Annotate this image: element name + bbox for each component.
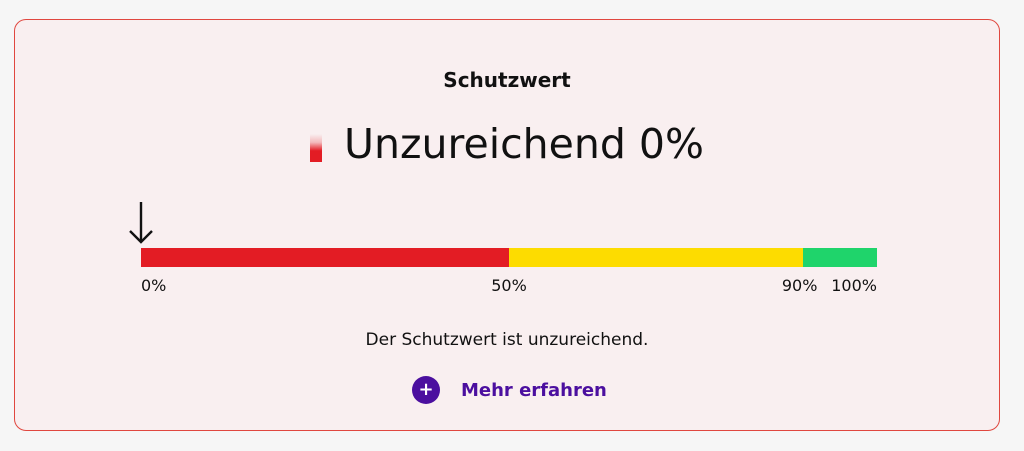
status-line: Unzureichend 0% — [15, 120, 999, 168]
learn-more-link[interactable]: + Mehr erfahren — [412, 376, 607, 404]
scale-segment-3 — [803, 248, 877, 267]
arrow-down-icon — [129, 202, 153, 244]
card-title: Schutzwert — [443, 68, 571, 92]
scale-tick-label: 0% — [141, 276, 167, 295]
protection-card: Schutzwert Unzureichend 0% 0% 50% 90% 100% … — [14, 19, 1000, 431]
status-message: Der Schutzwert ist unzureichend. — [365, 330, 649, 350]
scale-tick-label: 50% — [491, 276, 527, 295]
plus-circle-icon: + — [412, 376, 440, 404]
scale-tick-label: 90% — [781, 276, 818, 295]
status-label: Unzureichend — [344, 120, 626, 168]
status-indicator-icon — [310, 134, 323, 162]
protection-scale-bar — [141, 248, 877, 267]
scale-tick-label: 100% — [831, 276, 877, 295]
learn-more-label: Mehr erfahren — [461, 379, 607, 401]
scale-segment-1 — [141, 248, 509, 267]
status-percent: 0% — [638, 120, 704, 168]
scale-segment-2 — [509, 248, 804, 267]
